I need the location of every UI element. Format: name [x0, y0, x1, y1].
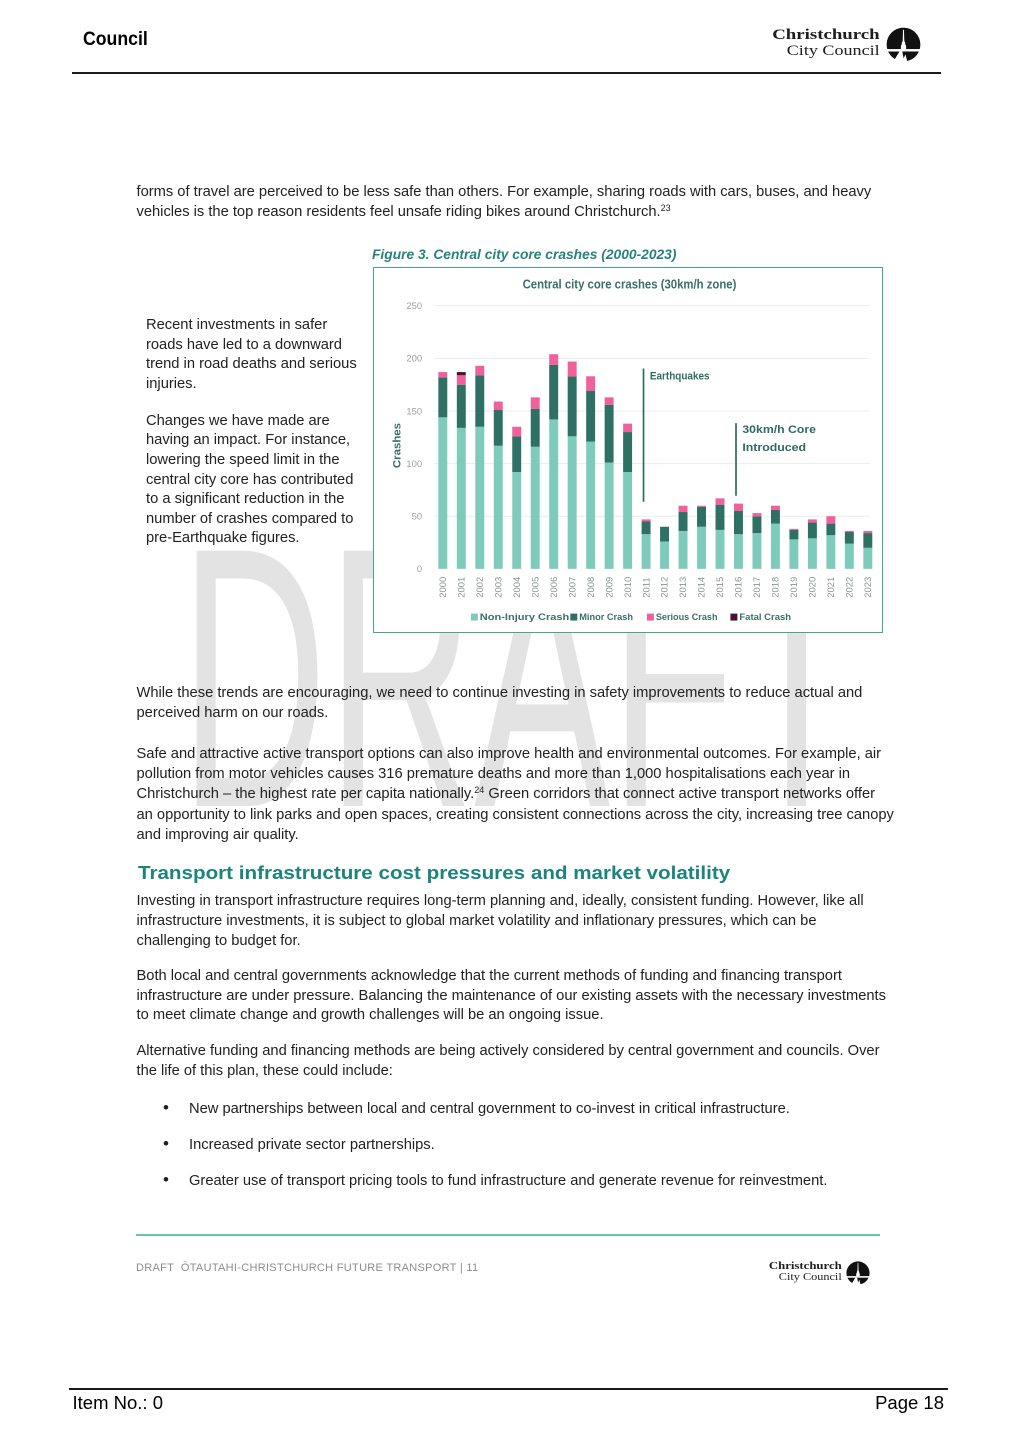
svg-text:2022: 2022 — [845, 577, 856, 598]
svg-text:250: 250 — [406, 301, 422, 312]
svg-text:2001: 2001 — [456, 577, 467, 598]
svg-text:2012: 2012 — [660, 577, 671, 598]
svg-text:2021: 2021 — [826, 577, 837, 598]
svg-text:2013: 2013 — [678, 577, 689, 598]
svg-text:2023: 2023 — [863, 577, 874, 598]
svg-text:2018: 2018 — [771, 577, 782, 598]
svg-text:2002: 2002 — [475, 577, 486, 598]
svg-text:Introduced: Introduced — [742, 442, 806, 454]
svg-text:2005: 2005 — [530, 577, 541, 598]
svg-text:2015: 2015 — [715, 577, 726, 598]
svg-text:2000: 2000 — [438, 577, 449, 598]
svg-text:2008: 2008 — [586, 577, 597, 598]
svg-text:2014: 2014 — [697, 577, 708, 598]
svg-text:Crashes: Crashes — [391, 423, 403, 468]
svg-text:2009: 2009 — [604, 577, 615, 598]
svg-text:Fatal Crash: Fatal Crash — [739, 612, 791, 623]
svg-text:200: 200 — [406, 354, 422, 365]
svg-text:100: 100 — [406, 459, 422, 470]
svg-text:Non-Injury Crash: Non-Injury Crash — [480, 612, 570, 623]
svg-text:Minor Crash: Minor Crash — [579, 612, 633, 623]
svg-text:2003: 2003 — [493, 577, 504, 598]
svg-text:2006: 2006 — [549, 577, 560, 598]
svg-text:2016: 2016 — [734, 577, 745, 598]
svg-text:2011: 2011 — [641, 577, 652, 597]
svg-text:2004: 2004 — [512, 577, 523, 598]
svg-text:Central city core crashes (30k: Central city core crashes (30km/h zone) — [523, 276, 737, 291]
svg-text:30km/h Core: 30km/h Core — [742, 424, 816, 436]
svg-text:Earthquakes: Earthquakes — [650, 370, 710, 382]
svg-text:2010: 2010 — [623, 577, 634, 598]
svg-text:2007: 2007 — [567, 577, 578, 598]
svg-text:2017: 2017 — [752, 577, 763, 598]
svg-text:150: 150 — [406, 406, 422, 417]
svg-text:2019: 2019 — [789, 577, 800, 598]
svg-text:0: 0 — [417, 564, 422, 575]
svg-text:50: 50 — [412, 512, 423, 523]
svg-text:2020: 2020 — [808, 577, 819, 598]
svg-text:Serious Crash: Serious Crash — [656, 612, 718, 623]
